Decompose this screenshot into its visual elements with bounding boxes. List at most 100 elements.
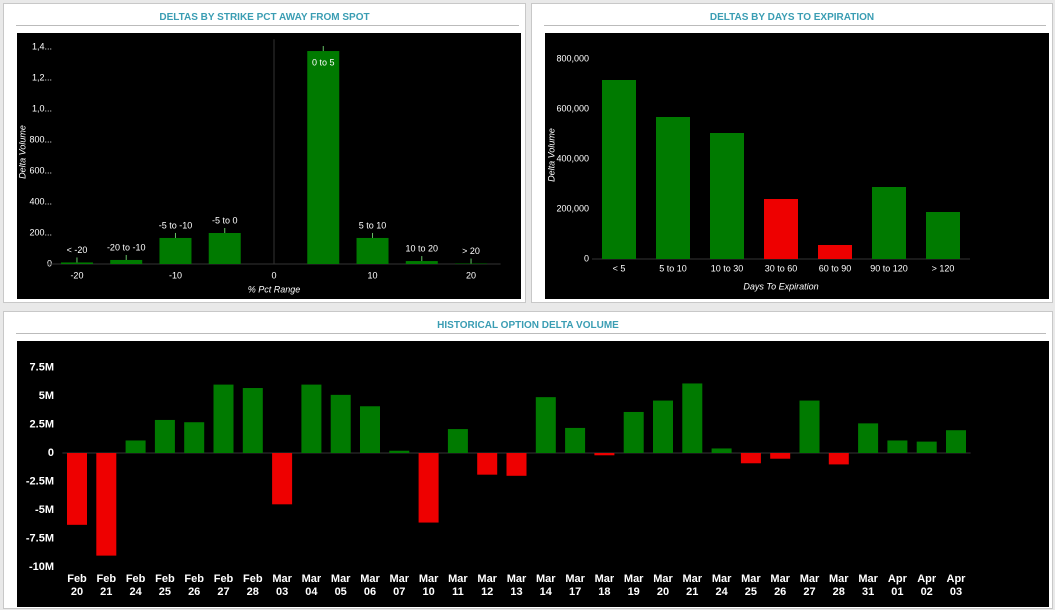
x-tick-label: Mar 06 — [360, 573, 380, 598]
bar — [770, 453, 791, 459]
y-tick-label: 800,000 — [556, 53, 589, 63]
bar — [764, 199, 798, 259]
x-tick-label: Mar 07 — [389, 573, 410, 598]
bar — [818, 245, 852, 259]
bar — [389, 450, 410, 454]
bar — [828, 453, 849, 465]
x-tick-label: Mar 27 — [799, 573, 820, 598]
y-tick-label: 600... — [29, 165, 52, 175]
x-tick-label: Feb 27 — [213, 573, 234, 598]
rule — [16, 333, 1046, 334]
panel-title: HISTORICAL OPTION DELTA VOLUME — [437, 320, 619, 331]
bar — [506, 453, 527, 476]
bar — [682, 383, 703, 454]
x-tick-label: < 5 — [613, 263, 626, 273]
x-tick-label: 5 to 10 — [659, 263, 687, 273]
data-label: 10 to 20 — [406, 243, 439, 253]
x-tick-label: Mar 28 — [829, 573, 849, 598]
x-tick-label: Mar 18 — [594, 573, 615, 598]
y-tick-label: 400,000 — [556, 153, 589, 163]
x-tick-label: Apr 03 — [946, 573, 966, 598]
x-tick-label: 20 — [466, 270, 476, 280]
x-tick-label: 90 to 120 — [870, 263, 908, 273]
bar — [356, 237, 389, 264]
data-label: -5 to -10 — [159, 220, 193, 230]
x-tick-label: Mar 25 — [741, 573, 761, 598]
x-tick-label: Mar 11 — [448, 573, 468, 598]
x-tick-label: 60 to 90 — [819, 263, 852, 273]
x-tick-label: 30 to 60 — [765, 263, 798, 273]
rule — [16, 25, 519, 26]
x-tick-label: Feb 25 — [155, 573, 175, 598]
y-tick-label: 0 — [47, 258, 52, 268]
y-tick-label: 200... — [29, 227, 52, 237]
x-tick-label: Feb 26 — [184, 573, 204, 598]
x-tick-label: Mar 10 — [418, 573, 439, 598]
data-label: 0 to 5 — [312, 57, 335, 67]
y-tick-label: 800... — [29, 134, 52, 144]
bar — [710, 133, 744, 259]
x-tick-label: Apr 01 — [887, 573, 907, 598]
bar — [208, 233, 241, 264]
bar — [110, 259, 143, 264]
x-tick-label: > 120 — [932, 263, 955, 273]
bar — [872, 187, 906, 259]
x-tick-label: 0 — [271, 270, 276, 280]
y-tick-label: 0 — [584, 253, 589, 263]
y-tick-label: -5M — [35, 504, 54, 516]
y-tick-label: 2.5M — [30, 418, 54, 430]
x-tick-label: Feb 20 — [67, 573, 87, 598]
y-tick-label: 5M — [39, 390, 54, 402]
bar — [799, 400, 820, 454]
bar — [125, 440, 146, 454]
x-tick-label: Mar 12 — [477, 573, 497, 598]
bar — [916, 441, 937, 454]
bar — [272, 453, 293, 505]
bar — [60, 262, 93, 264]
y-axis-title: Delta Volume — [546, 128, 556, 182]
x-tick-label: 10 — [368, 270, 378, 280]
bar — [858, 423, 879, 454]
data-label: < -20 — [67, 245, 88, 255]
x-tick-label: Mar 17 — [565, 573, 585, 598]
x-tick-label: Mar 13 — [506, 573, 527, 598]
x-tick-label: Mar 03 — [272, 573, 292, 598]
y-axis-title: Delta Volume — [17, 125, 27, 179]
bar — [602, 80, 636, 259]
plot-background — [17, 341, 1049, 607]
bar — [656, 117, 690, 259]
y-tick-label: 1,2... — [32, 72, 52, 82]
x-tick-label: 10 to 30 — [711, 263, 744, 273]
data-label: > 20 — [462, 246, 480, 256]
y-tick-label: 0 — [48, 447, 54, 459]
bar — [926, 212, 960, 259]
bar — [447, 429, 468, 454]
x-tick-label: Feb 21 — [96, 573, 117, 598]
bar — [653, 400, 673, 454]
plot-background — [17, 33, 521, 299]
x-tick-label: Mar 20 — [653, 573, 673, 598]
panel-title: DELTAS BY DAYS TO EXPIRATION — [709, 12, 875, 23]
x-axis-title: % Pct Range — [248, 284, 301, 294]
y-tick-label: 400... — [29, 196, 52, 206]
bar — [740, 453, 761, 464]
x-tick-label: -20 — [70, 270, 83, 280]
x-tick-label: -10 — [169, 270, 182, 280]
bar — [67, 453, 87, 525]
x-tick-label: Mar 05 — [330, 573, 351, 598]
y-tick-label: -10M — [29, 561, 54, 573]
bar — [535, 397, 556, 454]
y-tick-label: 1,0... — [32, 103, 52, 113]
bar — [159, 237, 192, 264]
bar — [623, 411, 644, 454]
bar — [184, 422, 205, 454]
bar — [307, 51, 340, 264]
data-label: -20 to -10 — [107, 242, 146, 252]
bar — [330, 394, 351, 454]
bar — [96, 453, 117, 556]
y-tick-label: 200,000 — [556, 203, 589, 213]
x-tick-label: Mar 19 — [623, 573, 644, 598]
panel-title: DELTAS BY STRIKE PCT AWAY FROM SPOT — [159, 12, 370, 23]
